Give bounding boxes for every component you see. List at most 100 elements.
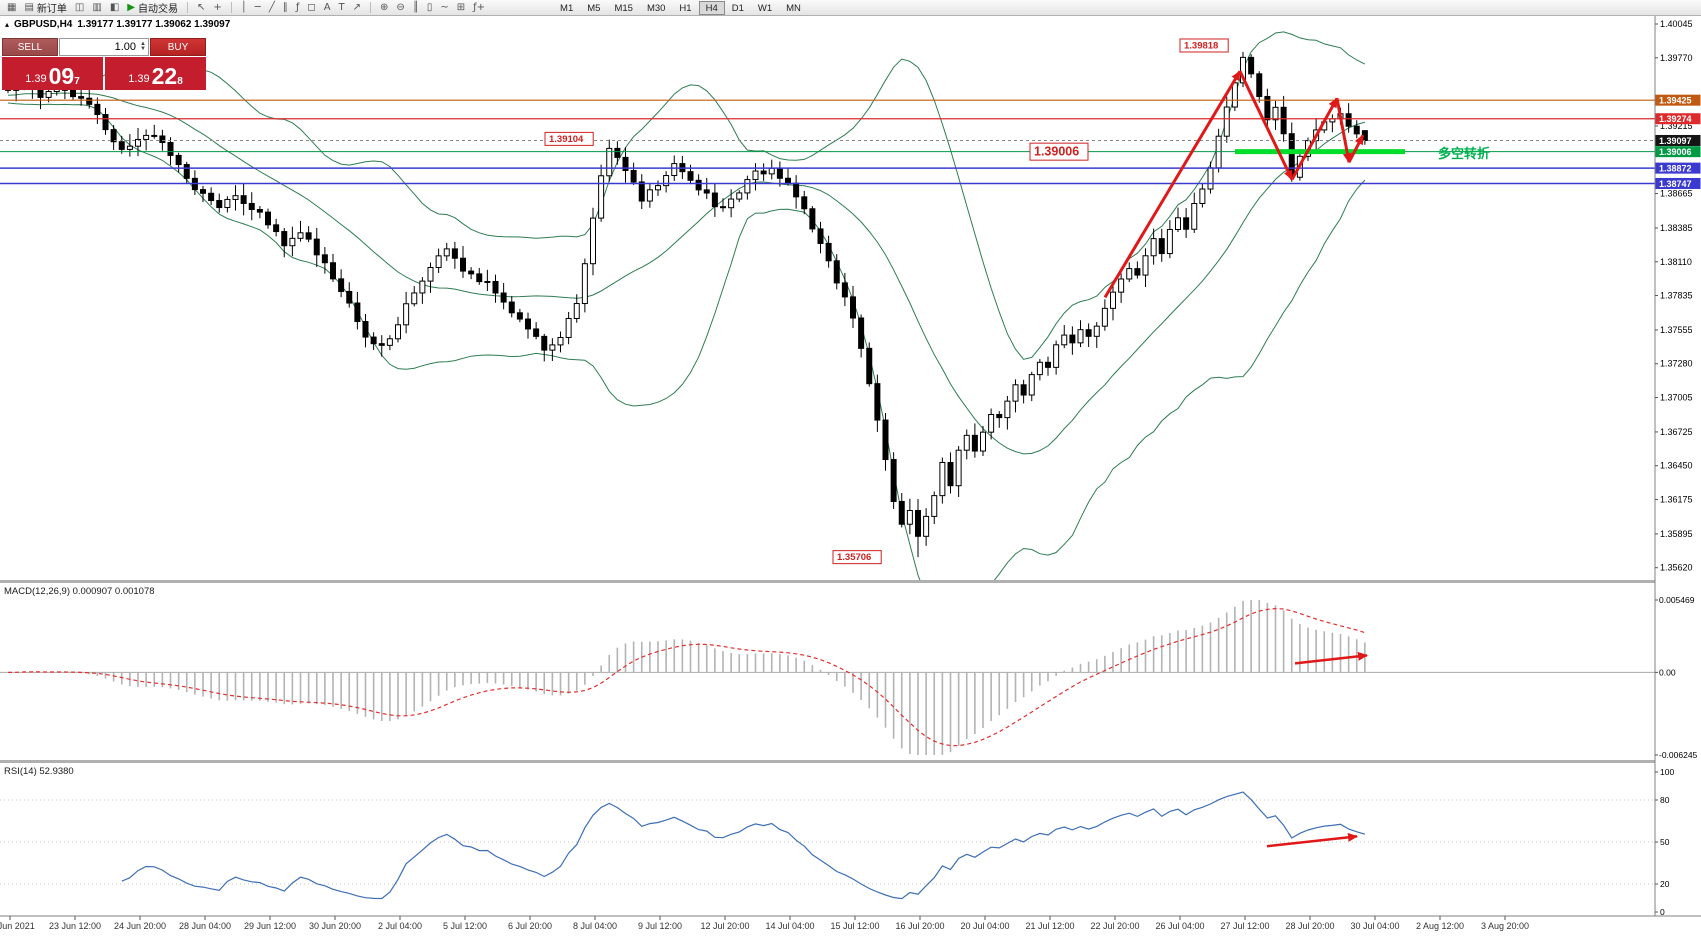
macd-trend-arrow[interactable] <box>1294 651 1368 665</box>
bars-mode-icon: ║ <box>412 1 419 13</box>
sell-button[interactable]: SELL <box>2 38 58 56</box>
new-order-button-label: 新订单 <box>36 4 67 15</box>
time-label: 26 Jul 04:00 <box>1155 921 1204 931</box>
rsi-trend-arrow[interactable] <box>1266 832 1358 848</box>
stepper-down-icon[interactable]: ▼ <box>140 46 146 52</box>
time-label: 24 Jun 20:00 <box>114 921 166 931</box>
bid-big-digits: 09 <box>48 63 75 89</box>
volume-value: 1.00 <box>114 41 137 53</box>
line-mode-icon[interactable]: ~ <box>436 1 452 15</box>
data-window-icon: ▥ <box>92 1 102 13</box>
svg-text:1.39818: 1.39818 <box>1184 40 1218 51</box>
time-label: 23 Jun 12:00 <box>49 921 101 931</box>
macd-header: MACD(12,26,9) 0.000907 0.001078 <box>4 586 155 597</box>
price-tick-label: 1.37835 <box>1660 291 1693 301</box>
horizontal-line-icon: ─ <box>254 1 261 13</box>
fibonacci-icon: ƒ <box>295 1 300 13</box>
timeframe-MN[interactable]: MN <box>786 2 801 14</box>
price-tick-label: 1.37005 <box>1660 393 1693 403</box>
zoom-in-icon[interactable]: ⊕ <box>376 1 392 15</box>
symbol-label: GBPUSD,H4 <box>14 19 73 30</box>
navigator-icon[interactable]: ◧ <box>106 1 123 15</box>
time-label: 15 Jul 12:00 <box>830 921 879 931</box>
trendline-icon[interactable]: ╱ <box>265 1 279 15</box>
timeframe-W1[interactable]: W1 <box>757 2 773 14</box>
indicators-icon[interactable]: ƒ+ <box>469 1 489 15</box>
collapse-icon[interactable]: ▴ <box>5 20 10 29</box>
price-tick-label: 1.37555 <box>1660 325 1693 335</box>
trend-zigzag-arrows[interactable] <box>1103 70 1365 299</box>
price-label-1.39818[interactable]: 1.39818 <box>1179 38 1229 53</box>
timeframe-H4[interactable]: H4 <box>698 0 725 15</box>
grid-icon[interactable]: ⊞ <box>453 1 469 15</box>
price-label-1.39006[interactable]: 1.39006 <box>1029 142 1089 161</box>
navigator-icon: ◧ <box>109 1 120 13</box>
time-axis[interactable]: 22 Jun 2021 23 Jun 12:00 24 Jun 20:00 28 Ju… <box>0 915 1701 931</box>
shapes-icon[interactable]: ◻ <box>303 1 319 15</box>
price-tick-label: 1.36175 <box>1660 495 1693 505</box>
panel-separator[interactable] <box>0 580 1701 583</box>
timeframe-M30[interactable]: M30 <box>646 2 666 14</box>
arrow-tool-icon[interactable]: ↗ <box>349 1 365 15</box>
timeframe-M15[interactable]: M15 <box>614 2 633 14</box>
bull-bear-note-text[interactable]: 多空转折 <box>1438 146 1490 161</box>
candles-mode-icon[interactable]: ▯ <box>423 1 437 15</box>
bid-sup-digit: 7 <box>74 76 80 87</box>
volume-stepper[interactable]: ▲ ▼ <box>140 41 146 52</box>
autotrade-button[interactable]: ▶ 自动交易 <box>123 1 182 16</box>
crosshair-icon: + <box>213 1 222 13</box>
zoom-out-icon: ⊖ <box>396 1 405 13</box>
new-chart-icon[interactable]: ▦ <box>3 1 20 15</box>
fibonacci-icon[interactable]: ƒ <box>292 1 304 15</box>
data-window-icon[interactable]: ▥ <box>88 1 105 15</box>
zoom-out-icon[interactable]: ⊖ <box>392 1 408 15</box>
new-order-icon: ▤ <box>24 1 34 13</box>
macd-scale-label: -0.006245 <box>1659 750 1698 760</box>
timeframe-D1[interactable]: D1 <box>731 2 744 14</box>
autotrade-icon: ▶ <box>127 1 135 13</box>
buy-button[interactable]: BUY <box>150 38 206 56</box>
time-label: 22 Jul 20:00 <box>1090 921 1139 931</box>
trendline-icon: ╱ <box>268 1 275 13</box>
price-tick-label: 1.35620 <box>1660 563 1693 573</box>
time-label: 30 Jun 20:00 <box>309 921 361 931</box>
svg-text:1.39425: 1.39425 <box>1659 96 1692 106</box>
bars-mode-icon[interactable]: ║ <box>409 1 423 15</box>
rsi-scale-label: 80 <box>1660 795 1670 805</box>
label-icon[interactable]: T <box>335 1 349 15</box>
volume-input[interactable]: 1.00 ▲ ▼ <box>59 38 149 56</box>
arrow-tool-icon: ↗ <box>352 1 362 13</box>
price-tick-label: 1.35895 <box>1660 529 1693 539</box>
bid-price[interactable]: 1.39 09 7 <box>2 57 103 90</box>
time-label: 28 Jun 04:00 <box>179 921 231 931</box>
bollinger-middle-line <box>7 92 1366 455</box>
bid-prefix: 1.39 <box>25 73 47 85</box>
bollinger-lower-line <box>7 102 1366 580</box>
crosshair-icon[interactable]: + <box>209 1 225 15</box>
cursor-icon[interactable]: ↖ <box>193 1 209 15</box>
panel-separator[interactable] <box>0 760 1701 763</box>
toolbar-separator <box>370 2 372 13</box>
time-label: 8 Jul 04:00 <box>573 921 617 931</box>
market-watch-icon[interactable]: ◫ <box>71 1 88 15</box>
time-label: 29 Jun 12:00 <box>244 921 296 931</box>
horizontal-line-icon[interactable]: ─ <box>251 1 265 15</box>
svg-text:1.35706: 1.35706 <box>837 552 871 563</box>
shapes-icon: ◻ <box>307 1 316 13</box>
grid-icon: ⊞ <box>456 1 466 13</box>
autotrade-button-label: 自动交易 <box>137 4 178 15</box>
ask-price[interactable]: 1.39 22 8 <box>105 57 206 90</box>
price-label-1.39104[interactable]: 1.39104 <box>544 131 594 146</box>
timeframe-group: M1 M5 M15 M30 H1 H4 D1 W1 MN <box>553 0 808 15</box>
vertical-line-icon[interactable]: │ <box>237 1 251 15</box>
new-order-button[interactable]: ▤ 新订单 <box>20 1 70 16</box>
timeframe-M5[interactable]: M5 <box>587 2 601 14</box>
svg-text:1.38747: 1.38747 <box>1659 179 1692 189</box>
stepper-up-icon[interactable]: ▲ <box>140 41 146 47</box>
text-icon[interactable]: A <box>320 1 335 15</box>
timeframe-H1[interactable]: H1 <box>679 2 692 14</box>
price-label-1.35706[interactable]: 1.35706 <box>832 550 882 565</box>
timeframe-M1[interactable]: M1 <box>560 2 574 14</box>
channel-icon[interactable]: ∥ <box>279 1 292 15</box>
